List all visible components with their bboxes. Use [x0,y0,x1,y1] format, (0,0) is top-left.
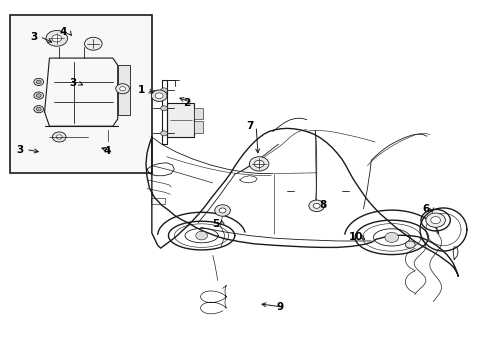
Circle shape [52,35,61,42]
Circle shape [34,105,43,113]
Circle shape [308,200,324,212]
Circle shape [46,31,67,46]
Text: 4: 4 [60,27,67,37]
Circle shape [34,78,43,86]
Text: 10: 10 [348,232,362,242]
Bar [151,198,164,204]
Bar [194,108,203,119]
Circle shape [425,213,445,227]
Circle shape [84,37,102,50]
Circle shape [160,106,167,111]
Circle shape [405,241,414,248]
Circle shape [36,94,41,97]
Text: 3: 3 [30,32,38,41]
Text: 9: 9 [276,302,283,312]
Circle shape [430,217,440,224]
Text: 4: 4 [103,146,110,156]
Text: 3: 3 [69,78,76,88]
Bar [10,15,152,173]
Circle shape [214,205,230,216]
Circle shape [160,88,167,93]
Circle shape [36,80,41,84]
Circle shape [254,160,264,167]
Circle shape [249,157,268,171]
Text: 1: 1 [137,85,144,95]
Circle shape [151,90,166,102]
Circle shape [313,203,320,208]
Circle shape [52,132,66,142]
Circle shape [155,93,163,99]
Circle shape [120,87,125,91]
Text: 6: 6 [422,204,428,214]
Bar [167,103,194,137]
Circle shape [34,92,43,99]
Text: 2: 2 [183,98,190,108]
Circle shape [384,232,398,242]
Circle shape [36,107,41,111]
Text: 3: 3 [17,144,24,154]
Bar [118,65,130,116]
Circle shape [219,208,225,213]
Circle shape [56,135,62,139]
Circle shape [195,231,207,240]
Text: 5: 5 [212,219,220,229]
Circle shape [116,84,129,94]
Text: 7: 7 [246,121,254,131]
Text: 8: 8 [319,200,326,210]
Circle shape [160,131,167,136]
Bar [194,121,203,134]
